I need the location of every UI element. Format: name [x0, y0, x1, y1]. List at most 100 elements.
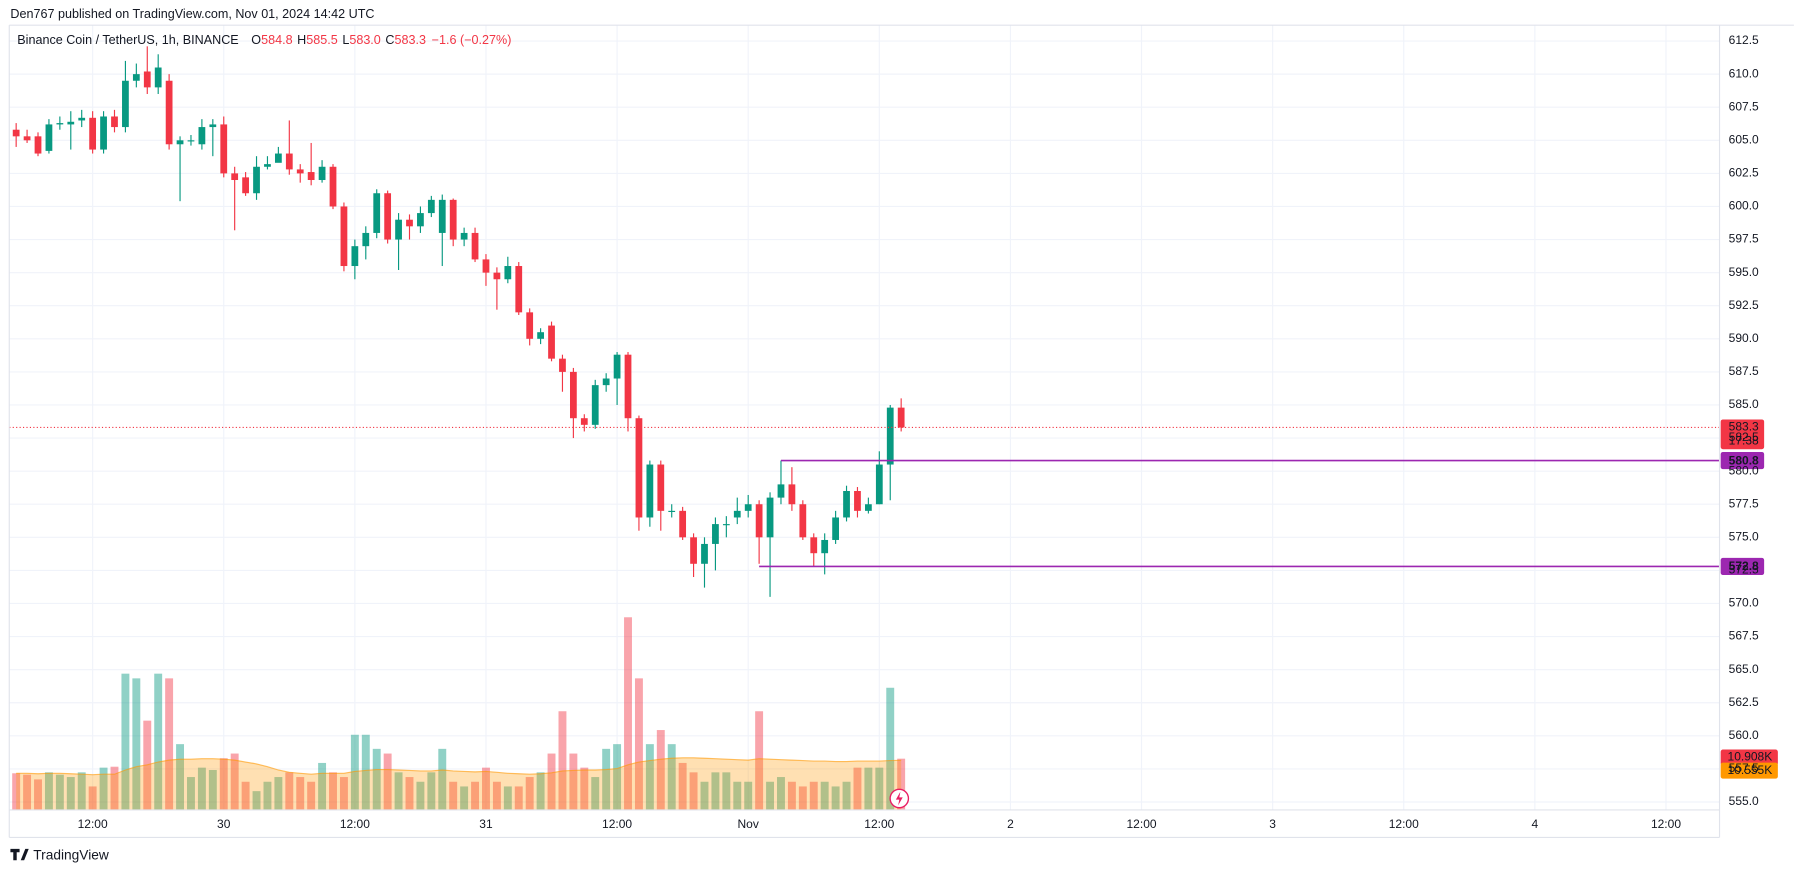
- candle-body: [427, 199, 435, 214]
- candle-body: [417, 213, 424, 227]
- volume-bar: [66, 777, 75, 810]
- last-price-bg: [1720, 419, 1765, 450]
- volume-bar: [34, 779, 42, 810]
- candle-body: [602, 378, 610, 386]
- candle-body: [351, 246, 359, 267]
- y-tick-label: 590.0: [1729, 331, 1759, 345]
- volume-bar: [121, 673, 130, 810]
- candles: [12, 46, 905, 597]
- candle-body: [537, 332, 544, 339]
- y-tick-label: 612.5: [1729, 33, 1759, 47]
- volume-ma-line: [16, 757, 902, 776]
- replay-icon: [889, 788, 910, 809]
- candle-body: [395, 219, 402, 240]
- candle-body: [89, 117, 97, 150]
- candle-body: [580, 418, 588, 425]
- candle-body: [274, 153, 282, 163]
- y-tick-label: 580.0: [1729, 463, 1759, 477]
- y-tick-label: 575.0: [1729, 529, 1759, 543]
- volume-bar: [602, 748, 611, 810]
- candle-body: [318, 166, 326, 181]
- volume-bar: [514, 786, 523, 810]
- volume-bar: [820, 781, 829, 810]
- volume-label: 10.555K: [1728, 763, 1773, 777]
- candle-body: [559, 358, 566, 372]
- volume-bar: [842, 781, 851, 810]
- y-tick-label: 567.5: [1729, 629, 1759, 643]
- volume-bar: [536, 772, 545, 810]
- candle-body: [569, 371, 577, 419]
- candle-body: [701, 543, 708, 564]
- volume-bar: [471, 781, 480, 810]
- volume-bar: [744, 781, 753, 810]
- candle-body: [864, 504, 872, 511]
- y-tick-label: 597.5: [1729, 232, 1759, 246]
- volume-bar: [700, 781, 709, 810]
- candle-body: [897, 407, 905, 428]
- candle-body: [220, 124, 228, 174]
- candle-body: [504, 266, 512, 280]
- brand-logo: [10, 848, 29, 861]
- volume-bar: [329, 772, 337, 810]
- volume-bar: [667, 744, 676, 810]
- candle-body: [635, 418, 643, 518]
- volume-bar: [187, 777, 195, 810]
- level-label-bg: [1720, 451, 1765, 470]
- volume-bar: [416, 781, 425, 810]
- x-tick-label: 3: [1269, 817, 1276, 831]
- y-tick-label: 602.5: [1729, 166, 1759, 180]
- volume-bar: [372, 748, 381, 810]
- volume-bar: [787, 781, 796, 810]
- candle-body: [111, 116, 118, 128]
- volume-bar: [733, 781, 742, 810]
- last-price-label: 583.3: [1729, 420, 1759, 434]
- volume-bar: [350, 734, 359, 810]
- candle-body: [777, 484, 785, 498]
- y-tick-label: 560.0: [1729, 728, 1759, 742]
- candle-body: [690, 537, 697, 564]
- candle-body: [460, 232, 468, 240]
- candle-body: [744, 504, 752, 511]
- legend-value: 583.0: [349, 34, 380, 48]
- candle-body: [712, 524, 719, 544]
- candle-body: [143, 71, 151, 88]
- volume-bar: [449, 781, 458, 810]
- candle-body: [548, 325, 555, 359]
- volume-bar: [230, 753, 239, 810]
- volume-bar: [656, 730, 665, 810]
- volume-bar: [875, 767, 884, 810]
- candle-body: [209, 124, 217, 128]
- volume-bar: [645, 744, 654, 810]
- volume-bar: [766, 781, 775, 810]
- volume-bar: [339, 777, 348, 810]
- candle-body: [591, 385, 599, 425]
- countdown: 17:38: [1729, 433, 1759, 447]
- level-label: 572.8: [1729, 559, 1759, 573]
- volume-bar: [208, 769, 217, 810]
- candle-body: [340, 206, 348, 267]
- candle-body: [198, 127, 206, 145]
- candle-body: [799, 504, 807, 538]
- volume-bar: [219, 758, 228, 810]
- candle-body: [646, 464, 654, 518]
- volume-bar: [624, 617, 632, 810]
- icon-bolt: [895, 791, 903, 806]
- candle-body: [832, 517, 839, 540]
- candle-body: [733, 510, 741, 518]
- candle-body: [722, 524, 730, 526]
- volume-label: 10.908K: [1728, 750, 1773, 764]
- y-tick-label: 555.0: [1729, 794, 1759, 808]
- volume-bar: [525, 777, 534, 810]
- y-tick-label: 607.5: [1729, 99, 1759, 113]
- brand-name: TradingView: [33, 847, 109, 862]
- level-label-bg: [1720, 557, 1765, 576]
- candle-body: [515, 266, 523, 313]
- volume-bar: [99, 767, 108, 810]
- y-tick-label: 605.0: [1729, 132, 1759, 146]
- candle-body: [449, 199, 457, 240]
- volume-bar: [492, 781, 501, 810]
- volume-bar: [427, 772, 436, 810]
- candle-body: [122, 80, 129, 128]
- candle-body: [329, 166, 337, 207]
- candle-body: [132, 74, 140, 81]
